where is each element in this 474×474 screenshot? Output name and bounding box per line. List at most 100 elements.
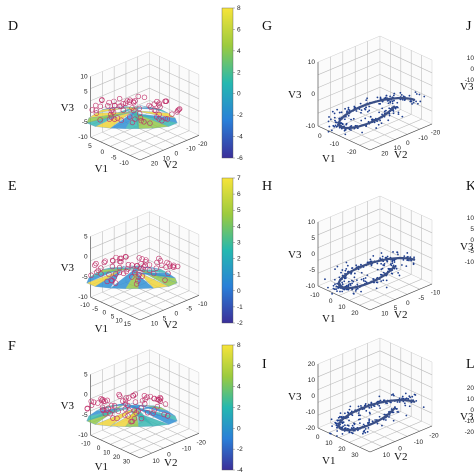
panel-h-point <box>334 268 336 271</box>
panel-i-point <box>376 422 379 425</box>
panel-h-point <box>380 280 383 283</box>
colorbar-tick-label: -2 <box>237 112 243 119</box>
colorbar-tick-label: -1 <box>237 304 243 311</box>
v3-tick-label: 10 <box>467 396 474 403</box>
panel-h-point <box>394 264 397 267</box>
v2-tick-label: 0 <box>174 151 178 158</box>
colorbar-tick-label: 0 <box>237 288 241 295</box>
panel-g-point <box>396 101 399 104</box>
panel-d-axis-edge <box>139 135 200 161</box>
panel-f-surface-vertex-marker <box>88 402 95 408</box>
panel-h-axis-edge <box>369 283 433 311</box>
panel-g-grid-line <box>379 74 433 99</box>
panel-g-grid-line <box>328 104 391 132</box>
colorbar-tick-label: 5 <box>237 207 241 214</box>
panel-h-point <box>385 286 388 289</box>
panel-g-point <box>379 102 382 105</box>
v1-tick-label: 0 <box>101 149 105 156</box>
panel-g-point <box>343 118 346 121</box>
panel-h-point <box>352 292 355 295</box>
v3-tick-label: -5 <box>82 119 88 126</box>
panel-g-point <box>381 113 383 116</box>
v1-axis-label: V1 <box>95 163 108 175</box>
panel-g-point <box>350 118 352 121</box>
panel-d-surface-vertex-marker <box>162 98 168 105</box>
panel-h-point <box>393 261 396 263</box>
panel-f-surface-vertex-marker <box>105 405 111 411</box>
panel-i-axis-edge <box>317 427 371 453</box>
panel-e-surface-vertex-marker <box>102 258 108 264</box>
panel-i-point <box>390 401 392 404</box>
v1-axis-label: V1 <box>322 153 335 165</box>
v2-tick-label: 10 <box>163 156 171 163</box>
panel-e-surface-vertex-marker <box>140 266 146 272</box>
panel-g-point <box>378 111 381 114</box>
v2-axis-label: V2 <box>394 149 407 161</box>
panel-h-point <box>356 279 358 282</box>
panel-i-point <box>343 412 346 415</box>
panel-g-point <box>392 94 395 97</box>
panel-f-surface-vertex-marker <box>138 415 145 422</box>
panel-h-point <box>345 261 348 264</box>
panel-h-grid-line <box>342 275 395 300</box>
panel-f-surface-vertex-marker <box>122 412 128 418</box>
colorbar-tick-label: -4 <box>237 134 243 141</box>
panel-i-point <box>386 402 389 405</box>
panel-h-point <box>341 281 344 284</box>
panel-f-surface-vertex-marker <box>111 403 118 409</box>
panel-d-surface-vertex-marker <box>93 107 99 114</box>
v3-tick-label: 10 <box>80 73 88 80</box>
v2-tick-label: -10 <box>198 301 208 308</box>
panel-i-point <box>351 414 354 417</box>
panel-g-point <box>334 119 336 122</box>
v3-tick-label: 0 <box>84 392 88 399</box>
panel-i-point <box>337 416 340 419</box>
v2-tick-label: -10 <box>186 146 196 153</box>
v3-tick-label: 10 <box>467 215 474 222</box>
panel-f-grid-line <box>149 385 200 410</box>
panel-d-surface-vertex-marker <box>176 106 182 113</box>
v3-axis-label: V3 <box>288 89 302 101</box>
v3-tick-label: -10 <box>465 259 474 266</box>
panel-h-point <box>335 285 338 288</box>
panel-i-point <box>359 414 362 417</box>
v3-tick-label: 0 <box>84 104 88 111</box>
panel-g-point <box>340 111 343 114</box>
panel-i-point <box>378 415 381 418</box>
panel-e-axis-edge <box>139 295 200 321</box>
v3-tick-label: -10 <box>78 134 88 141</box>
panel-f-surface-vertex-marker <box>95 400 101 406</box>
panel-d-surface-vertex-marker <box>147 104 154 110</box>
panel-h-point <box>327 286 329 289</box>
panel-h-point <box>355 264 358 267</box>
panel-e-surface-vertex-marker <box>170 262 177 269</box>
panel-h-point <box>372 255 375 257</box>
v1-tick-label: -10 <box>330 141 340 148</box>
panel-h-point <box>383 262 386 265</box>
panel-d-surface-vertex-marker <box>97 103 104 110</box>
v1-tick-label: 0 <box>329 298 333 305</box>
panel-g-point <box>341 122 344 125</box>
panel-h-point <box>372 278 375 280</box>
panel-g-point <box>393 99 395 102</box>
panel-h-point <box>349 284 352 286</box>
panel-d-surface-vertex-marker <box>93 110 100 116</box>
panel-g-point <box>345 122 348 125</box>
panel-i-point <box>361 432 364 435</box>
panel-f-surface-vertex-marker <box>130 392 136 399</box>
panel-g-grid-line <box>355 110 408 135</box>
panel-h-point <box>376 268 379 271</box>
panel-d-surface-facet <box>109 110 137 129</box>
panel-h-point <box>333 278 336 281</box>
panel-i-grid-line <box>317 376 381 403</box>
panel-i-point <box>374 419 377 421</box>
panel-d-surface-vertex-marker <box>116 95 123 102</box>
panel-e-surface-vertex-marker <box>129 262 135 268</box>
panel-h-point <box>345 284 348 287</box>
panel-h-point <box>382 264 385 266</box>
panel-d-grid-line <box>130 130 190 156</box>
panel-g-point <box>389 95 392 98</box>
panel-h-point <box>356 287 359 290</box>
v3-tick-label: -10 <box>465 77 474 84</box>
